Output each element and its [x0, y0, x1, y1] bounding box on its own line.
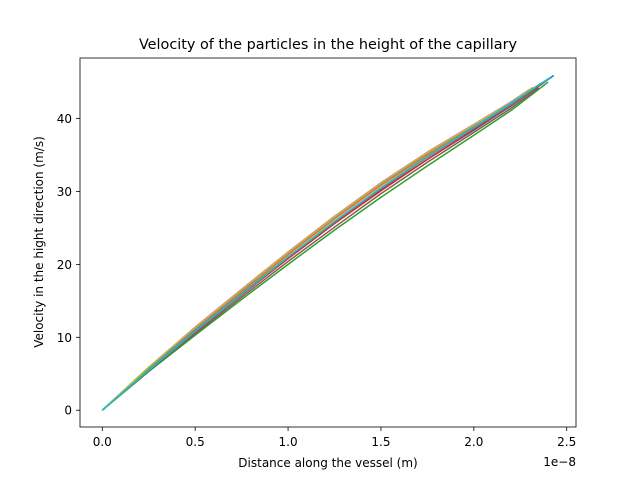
y-tick-label: 20 — [57, 258, 72, 272]
x-tick-label: 1.0 — [279, 435, 298, 449]
plot-frame — [79, 57, 577, 428]
y-tick-label: 0 — [64, 404, 72, 418]
x-tick-label: 2.0 — [464, 435, 483, 449]
y-tick-label: 10 — [57, 331, 72, 345]
y-tick-label: 30 — [57, 185, 72, 199]
y-tick-label: 40 — [57, 112, 72, 126]
y-axis-label: Velocity in the hight direction (m/s) — [32, 136, 46, 348]
series-layer — [101, 74, 555, 411]
chart-title: Velocity of the particles in the height … — [139, 37, 518, 53]
series-line-8 — [101, 86, 534, 411]
x-tick-label: 0.0 — [93, 435, 112, 449]
x-axis-label: Distance along the vessel (m) — [238, 456, 417, 470]
series-line-5 — [101, 87, 540, 411]
x-axis-offset-label: 1e−8 — [543, 455, 576, 469]
x-axis-ticks: 0.0 0.5 1.0 1.5 2.0 2.5 — [93, 427, 576, 449]
x-tick-label: 0.5 — [186, 435, 205, 449]
series-line-9 — [101, 77, 551, 411]
x-tick-label: 1.5 — [371, 435, 390, 449]
series-line-2 — [101, 81, 549, 411]
x-tick-label: 2.5 — [557, 435, 576, 449]
y-axis-ticks: 0 10 20 30 40 — [57, 112, 80, 418]
